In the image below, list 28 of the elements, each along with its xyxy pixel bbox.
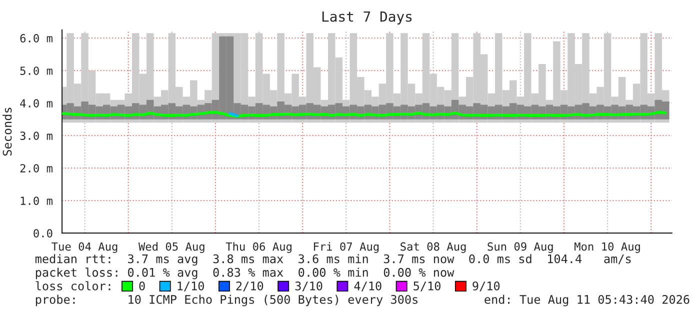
legend-label: 3/10	[295, 281, 322, 292]
legend-label: 1/10	[178, 281, 204, 292]
x-tick-label: Thu 06 Aug	[226, 242, 292, 253]
legend-label: 0	[139, 281, 145, 290]
y-tick-label: 6.0 m	[20, 34, 52, 42]
legend-label: 4/10	[354, 281, 382, 292]
y-tick-label: 4.0 m	[20, 99, 52, 108]
legend-label: 2/10	[236, 281, 264, 292]
x-tick-label: Mon 10 Aug	[574, 242, 640, 253]
x-tick-label: Fri 07 Aug	[314, 242, 379, 253]
text: packet loss: 0.01 % avg 0.83 % max 0.00 % min 0.00 % now	[36, 268, 454, 280]
x-tick-label: Sun 09 Aug	[488, 242, 553, 253]
text: probe: 10 ICMP Echo Pings (500 Bytes) every 300s	[36, 294, 418, 306]
legend-label: 9/10	[472, 281, 500, 292]
legend-title: loss color:	[36, 281, 110, 290]
x-tick-label: Tue 04 Aug	[52, 242, 118, 253]
legend-label: 5/10	[414, 281, 440, 292]
text: median rtt: 3.7 ms avg 3.8 ms max 3.6 ms min 3.7 ms now 0.0 ms sd 104.4 am/s	[35, 254, 631, 266]
y-tick-label: 1.0 m	[20, 196, 52, 205]
y-axis-title: Seconds	[2, 108, 12, 156]
y-tick-label: 3.0 m	[20, 132, 52, 140]
x-tick-label: Wed 05 Aug	[138, 242, 204, 253]
y-tick-label: 0.0	[34, 229, 52, 238]
x-tick-label: Sat 08 Aug	[400, 242, 466, 253]
y-tick-label: 5.0 m	[20, 66, 52, 75]
text: end: Tue Aug 11 05:43:40 2026	[484, 294, 690, 306]
y-tick-label: 2.0 m	[20, 164, 52, 172]
chart-title: Last 7 Days	[322, 11, 412, 24]
